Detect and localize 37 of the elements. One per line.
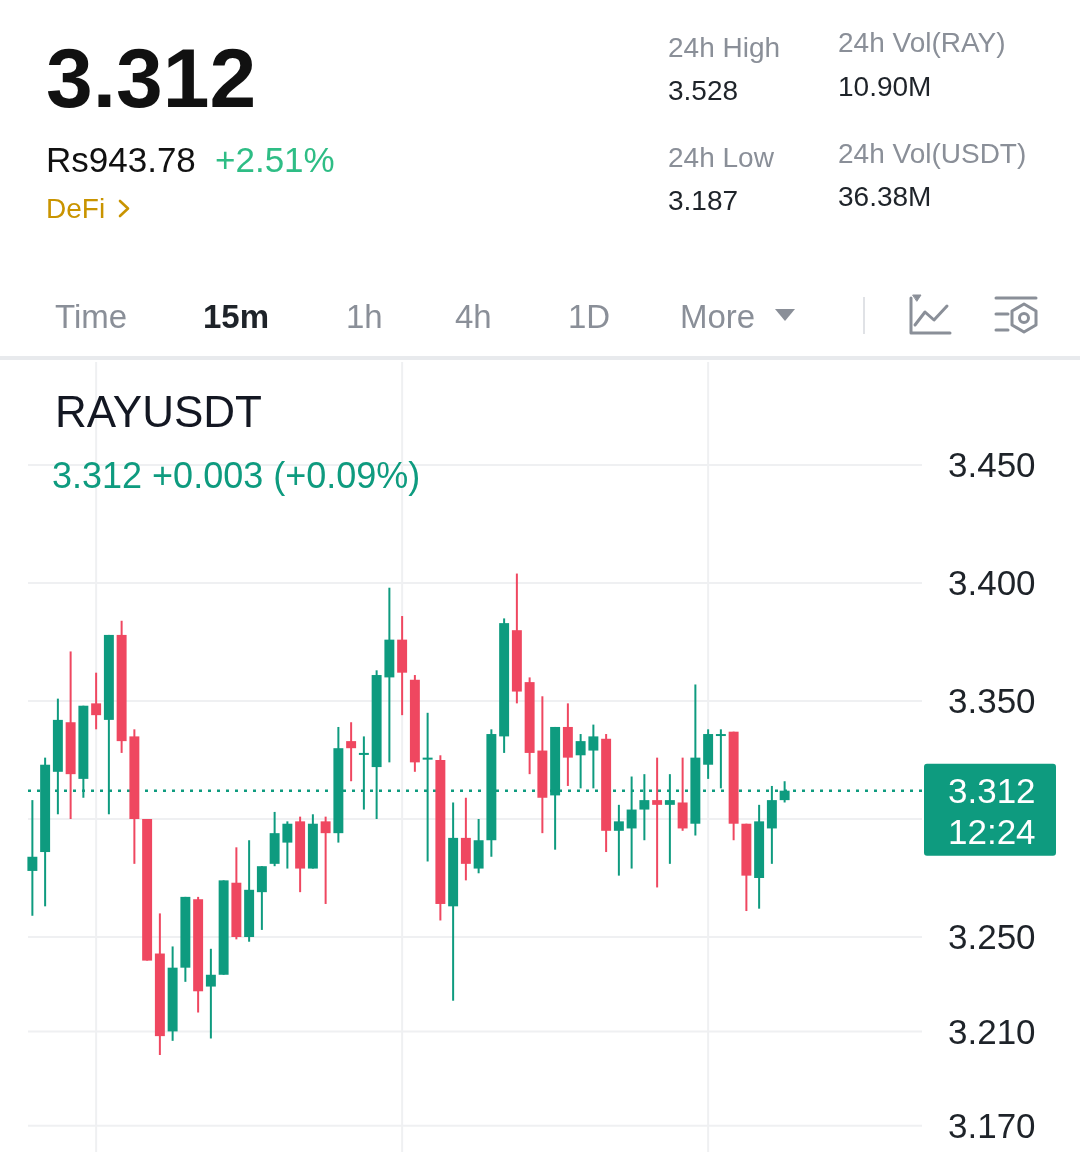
text: 10.90M [838,71,932,102]
text: 1D [568,298,611,335]
text: 24h Vol(RAY) [838,27,1006,58]
text: 3.312 [46,31,257,125]
text: 15m [203,298,270,335]
candlestick [652,756,663,889]
text: 24h Low [668,142,775,173]
y-tick-label: 3.170 [948,1106,1036,1146]
candlestick [205,947,216,1040]
y-tick-label: 3.450 [948,445,1036,485]
chart-subtitle: 3.312 +0.003 (+0.09%) [52,455,421,496]
y-tick-label: 3.250 [948,917,1036,957]
text: More [680,298,756,335]
candlestick [91,671,102,731]
text: 36.38M [838,181,932,212]
y-tick-label: 3.210 [948,1011,1036,1051]
text: Time [55,298,128,335]
candlestick [282,820,293,870]
text: 4h [455,298,492,335]
y-tick-label: 3.400 [948,563,1036,603]
candlestick [613,803,624,877]
text: DeFi [46,193,106,224]
text: Rs943.78 [46,140,196,179]
chart-title: RAYUSDT [55,387,262,436]
ref-line-label: 3.312 12:24 [948,770,1036,851]
text: 24h Vol(USDT) [838,138,1027,169]
y-tick-label: 3.350 [948,681,1036,721]
candlestick [575,733,586,790]
text: 3.187 [668,185,739,216]
candlestick [346,721,357,783]
candlestick [27,799,38,917]
text: 24h High [668,32,781,63]
candlestick [588,723,599,790]
text: 3.528 [668,75,739,106]
text: 1h [346,298,383,335]
candlestick [320,815,331,905]
text: +2.51% [215,140,335,179]
